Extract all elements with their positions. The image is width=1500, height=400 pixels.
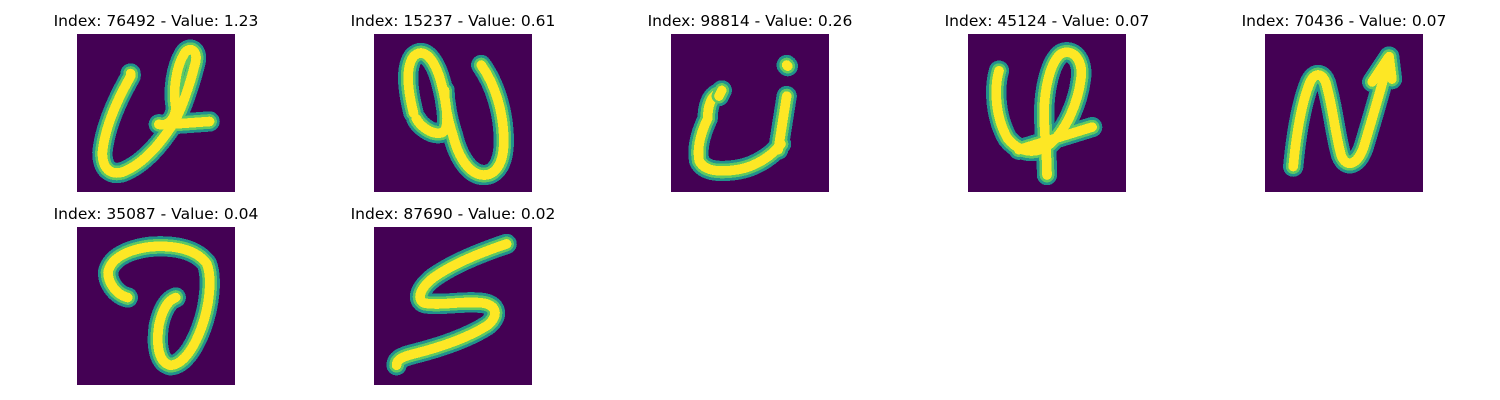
glyph-panel <box>77 227 235 385</box>
glyph-panel <box>374 227 532 385</box>
glyph-image <box>77 227 235 385</box>
glyph-stroke <box>693 60 793 176</box>
panel-title: Index: 76492 - Value: 1.23 <box>53 12 259 30</box>
glyph-stroke <box>391 239 512 371</box>
glyph-image <box>374 34 532 192</box>
glyph-panel <box>77 34 235 192</box>
glyph-image <box>671 34 829 192</box>
panel-title: Index: 98814 - Value: 0.26 <box>647 12 853 30</box>
panel-title: Index: 87690 - Value: 0.02 <box>350 205 556 223</box>
glyph-panel <box>374 34 532 192</box>
panel-title: Index: 15237 - Value: 0.61 <box>350 12 556 30</box>
glyph-stroke <box>403 48 509 180</box>
panel-title: Index: 35087 - Value: 0.04 <box>53 205 259 223</box>
glyph-image <box>77 34 235 192</box>
panel-title: Index: 45124 - Value: 0.07 <box>944 12 1150 30</box>
glyph-panel <box>1265 34 1423 192</box>
glyph-image <box>1265 34 1423 192</box>
glyph-panel <box>671 34 829 192</box>
glyph-stroke <box>991 47 1097 180</box>
glyph-image <box>374 227 532 385</box>
glyph-image <box>968 34 1126 192</box>
glyph-stroke <box>103 241 215 371</box>
glyph-panel <box>968 34 1126 192</box>
glyph-stroke <box>1288 51 1397 172</box>
glyph-stroke <box>97 44 215 178</box>
glyph-stroke <box>714 85 727 101</box>
panel-title: Index: 70436 - Value: 0.07 <box>1241 12 1447 30</box>
